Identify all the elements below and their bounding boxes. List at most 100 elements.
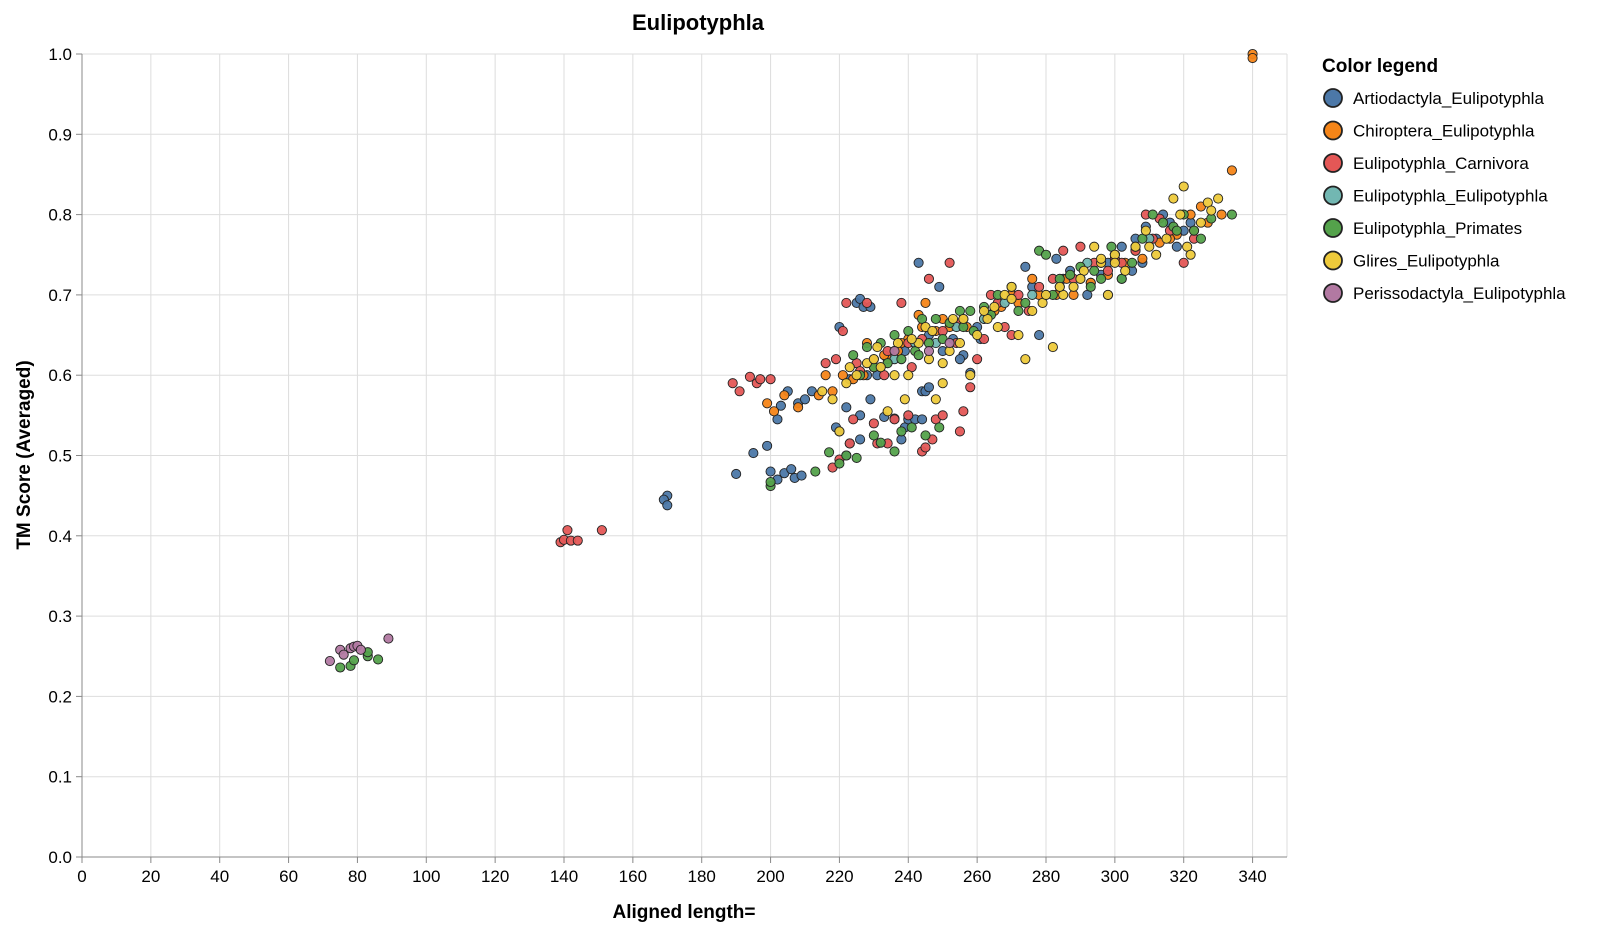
axes: 0 20 40 60 80 100 120 140 160 180 200 220 240 260 280 3…	[48, 45, 1287, 886]
data-point	[734, 386, 745, 397]
data-point	[965, 305, 976, 317]
data-point	[765, 374, 776, 385]
data-point	[1144, 241, 1155, 252]
y-tick-label: 0.6	[48, 366, 72, 385]
data-point	[762, 440, 773, 451]
data-point	[1075, 273, 1086, 284]
x-tick-label: 20	[141, 867, 160, 886]
series-Eulipotyphla_Primates	[335, 209, 1237, 673]
data-point	[793, 402, 804, 413]
data-point	[868, 418, 879, 429]
data-point	[727, 378, 738, 389]
data-point	[920, 442, 931, 453]
data-point	[872, 342, 883, 353]
data-point	[848, 350, 859, 361]
legend-swatch	[1323, 185, 1343, 206]
data-point	[765, 476, 776, 488]
data-point	[896, 354, 907, 365]
legend-swatch	[1323, 120, 1343, 141]
data-point	[930, 394, 941, 405]
data-point	[1168, 193, 1179, 204]
data-point	[744, 371, 755, 382]
data-point	[848, 414, 859, 425]
y-tick-label: 0.3	[48, 607, 72, 626]
data-point	[1171, 241, 1182, 252]
data-point	[906, 422, 917, 433]
data-point	[903, 370, 914, 381]
data-point	[1195, 217, 1206, 228]
data-point	[1006, 281, 1017, 292]
data-point	[1034, 329, 1045, 341]
data-point	[1171, 225, 1182, 236]
data-point	[338, 649, 349, 660]
data-point	[1047, 342, 1058, 353]
data-point	[913, 350, 924, 361]
color-legend: Color legend Artiodactyla_Eulipotyphla Ch…	[1322, 56, 1566, 303]
y-tick-label: 0.5	[48, 447, 72, 466]
data-point	[1054, 281, 1065, 292]
x-tick-label: 80	[348, 867, 367, 886]
data-point	[913, 257, 924, 268]
data-point	[348, 655, 360, 666]
data-point	[972, 329, 983, 341]
data-point	[1120, 265, 1131, 276]
data-point	[992, 321, 1003, 333]
legend-swatch	[1323, 153, 1343, 173]
data-point	[930, 313, 941, 325]
data-point	[373, 654, 384, 665]
data-point	[889, 370, 900, 381]
data-point	[1085, 281, 1096, 292]
data-point	[1027, 289, 1038, 300]
data-point	[944, 338, 955, 349]
data-point	[1058, 245, 1069, 256]
legend-label: Chiroptera_Eulipotyphla	[1353, 122, 1535, 141]
data-point	[896, 426, 907, 437]
data-point	[768, 406, 780, 417]
x-tick-label: 320	[1170, 867, 1198, 886]
legend-swatch	[1323, 283, 1343, 303]
data-point	[937, 358, 948, 369]
x-tick-label: 40	[210, 867, 229, 886]
data-point	[1188, 225, 1200, 236]
data-point	[1130, 241, 1141, 252]
data-point	[923, 382, 934, 393]
legend-swatch	[1323, 250, 1343, 271]
data-point	[861, 297, 873, 308]
data-point	[944, 257, 955, 268]
chart-title: Eulipotyphla	[632, 10, 765, 35]
series-Glires_Eulipotyphla	[817, 181, 1224, 437]
data-point	[954, 354, 965, 365]
data-point	[335, 662, 346, 673]
data-point	[1178, 257, 1189, 268]
data-point	[851, 370, 862, 381]
y-tick-label: 0.9	[48, 125, 72, 144]
data-point	[965, 382, 976, 393]
legend-label: Eulipotyphla_Carnivora	[1353, 154, 1529, 173]
data-point	[844, 362, 855, 373]
x-tick-label: 300	[1101, 867, 1129, 886]
legend-label: Glires_Eulipotyphla	[1353, 252, 1500, 271]
data-point	[1096, 273, 1107, 284]
data-point	[937, 378, 948, 389]
legend-label: Perissodactyla_Eulipotyphla	[1353, 284, 1566, 303]
data-point	[868, 430, 879, 441]
data-point	[903, 410, 914, 421]
data-point	[834, 426, 845, 437]
data-point	[762, 398, 773, 409]
data-point	[1116, 241, 1127, 252]
data-point	[1034, 281, 1045, 292]
legend-title: Color legend	[1322, 56, 1438, 77]
data-point	[875, 362, 886, 373]
x-tick-label: 140	[550, 867, 578, 886]
data-point	[834, 458, 845, 469]
x-tick-label: 180	[688, 867, 716, 886]
data-point	[1089, 241, 1100, 252]
data-point	[1109, 257, 1120, 268]
data-point	[844, 438, 855, 449]
data-point	[861, 342, 873, 353]
y-tick-label: 0.7	[48, 286, 72, 305]
data-point	[923, 346, 934, 357]
data-point	[937, 410, 948, 421]
data-point	[841, 402, 852, 413]
